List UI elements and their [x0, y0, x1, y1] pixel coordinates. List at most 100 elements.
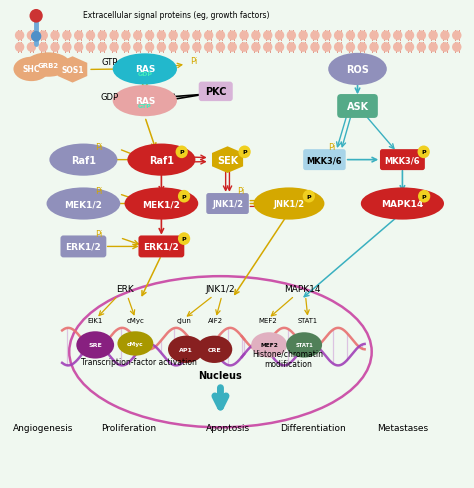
- Circle shape: [334, 31, 343, 41]
- Circle shape: [418, 190, 430, 203]
- Circle shape: [393, 31, 402, 41]
- Circle shape: [74, 43, 83, 53]
- Circle shape: [346, 43, 355, 53]
- Circle shape: [287, 43, 296, 53]
- Circle shape: [238, 146, 251, 159]
- Text: MEF2: MEF2: [259, 317, 278, 323]
- Circle shape: [168, 43, 178, 53]
- Circle shape: [180, 31, 190, 41]
- Circle shape: [50, 43, 60, 53]
- Circle shape: [287, 31, 296, 41]
- Text: Apoptosis: Apoptosis: [206, 423, 250, 432]
- Circle shape: [405, 31, 414, 41]
- Circle shape: [98, 31, 107, 41]
- Text: SRE: SRE: [88, 343, 102, 348]
- Circle shape: [452, 31, 462, 41]
- Text: cMyc: cMyc: [127, 341, 144, 346]
- Circle shape: [178, 190, 190, 203]
- Text: Angiogenesis: Angiogenesis: [13, 423, 73, 432]
- Circle shape: [50, 31, 60, 41]
- Text: AP1: AP1: [179, 347, 193, 352]
- Text: MKK3/6: MKK3/6: [307, 156, 342, 165]
- Circle shape: [239, 43, 249, 53]
- Text: Pi: Pi: [95, 229, 102, 238]
- Ellipse shape: [286, 332, 322, 358]
- Text: Pi: Pi: [190, 57, 197, 66]
- Text: Extracellular signal proteins (eg, growth factors): Extracellular signal proteins (eg, growt…: [83, 11, 270, 20]
- Circle shape: [133, 43, 143, 53]
- Circle shape: [263, 43, 273, 53]
- Text: AIF2: AIF2: [208, 317, 223, 323]
- Ellipse shape: [13, 58, 49, 82]
- Circle shape: [62, 43, 72, 53]
- Circle shape: [452, 43, 462, 53]
- Circle shape: [228, 43, 237, 53]
- Text: P: P: [182, 194, 186, 199]
- Circle shape: [27, 43, 36, 53]
- Circle shape: [38, 43, 48, 53]
- Circle shape: [369, 43, 379, 53]
- Text: Pi: Pi: [95, 142, 102, 152]
- Circle shape: [228, 31, 237, 41]
- Text: Nucleus: Nucleus: [199, 370, 242, 380]
- Ellipse shape: [49, 144, 118, 176]
- Circle shape: [440, 43, 450, 53]
- Ellipse shape: [251, 332, 287, 358]
- Circle shape: [216, 43, 225, 53]
- Circle shape: [204, 43, 213, 53]
- Circle shape: [428, 31, 438, 41]
- Circle shape: [29, 10, 43, 23]
- Ellipse shape: [196, 336, 232, 363]
- Text: JNK1/2: JNK1/2: [273, 200, 305, 208]
- Circle shape: [299, 43, 308, 53]
- Text: Proliferation: Proliferation: [101, 423, 156, 432]
- Text: GDP: GDP: [137, 72, 152, 77]
- Circle shape: [109, 43, 119, 53]
- Circle shape: [381, 43, 391, 53]
- Text: ERK: ERK: [116, 285, 133, 294]
- Ellipse shape: [76, 331, 114, 359]
- Circle shape: [133, 31, 143, 41]
- Circle shape: [180, 43, 190, 53]
- Circle shape: [428, 43, 438, 53]
- Text: P: P: [182, 237, 186, 242]
- Text: Transcription-factor activation: Transcription-factor activation: [81, 358, 197, 366]
- Text: CRE: CRE: [208, 347, 221, 352]
- Circle shape: [74, 31, 83, 41]
- Ellipse shape: [118, 331, 154, 356]
- Circle shape: [27, 31, 36, 41]
- Text: P: P: [422, 194, 427, 199]
- Circle shape: [62, 31, 72, 41]
- Circle shape: [109, 31, 119, 41]
- Text: PKC: PKC: [205, 87, 227, 97]
- Text: Metastases: Metastases: [377, 423, 428, 432]
- Circle shape: [192, 43, 201, 53]
- Text: Differentiation: Differentiation: [280, 423, 346, 432]
- Text: STAT1: STAT1: [298, 317, 318, 323]
- Text: ROS: ROS: [346, 65, 369, 75]
- Circle shape: [145, 31, 155, 41]
- Text: Raf1: Raf1: [71, 155, 96, 165]
- Circle shape: [239, 31, 249, 41]
- Text: GRB2: GRB2: [37, 62, 58, 68]
- Text: SEK: SEK: [217, 155, 238, 165]
- Ellipse shape: [254, 188, 324, 220]
- Circle shape: [275, 43, 284, 53]
- Circle shape: [204, 31, 213, 41]
- Text: Pi: Pi: [95, 186, 102, 195]
- Circle shape: [418, 146, 430, 159]
- Circle shape: [156, 43, 166, 53]
- Ellipse shape: [128, 144, 195, 176]
- Circle shape: [310, 31, 319, 41]
- Circle shape: [263, 31, 273, 41]
- Circle shape: [192, 31, 201, 41]
- Circle shape: [121, 43, 131, 53]
- Circle shape: [251, 43, 261, 53]
- Ellipse shape: [361, 188, 444, 220]
- Text: SHC: SHC: [23, 65, 40, 74]
- Circle shape: [31, 32, 41, 42]
- Circle shape: [322, 31, 331, 41]
- Circle shape: [216, 31, 225, 41]
- FancyBboxPatch shape: [61, 236, 106, 258]
- Circle shape: [15, 43, 24, 53]
